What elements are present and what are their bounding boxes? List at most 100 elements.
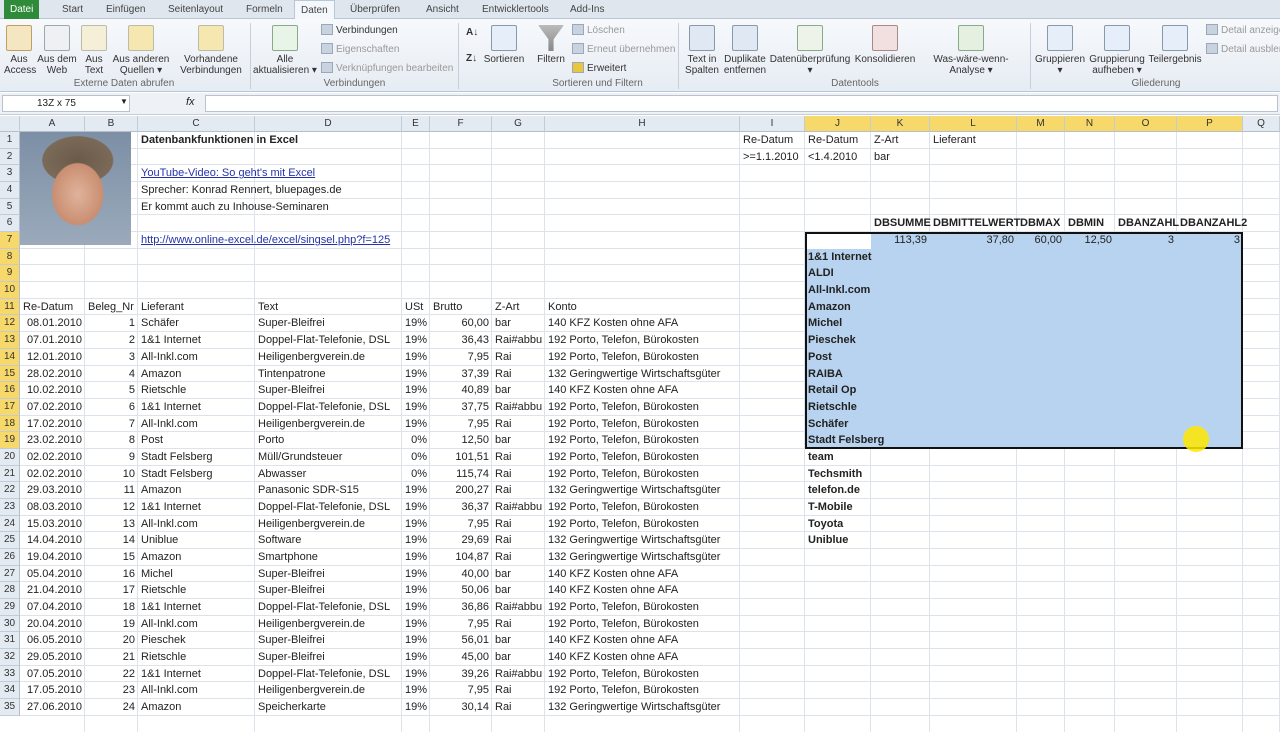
cell-C14[interactable]: All-Inkl.com — [141, 350, 198, 363]
cell-C16[interactable]: Rietschle — [141, 384, 187, 397]
row-header-4[interactable]: 4 — [0, 182, 20, 199]
cell-J17[interactable]: Rietschle — [808, 400, 857, 413]
cell-E26[interactable]: 19% — [405, 551, 428, 563]
column-header-A[interactable]: A — [20, 116, 85, 132]
cell-B28[interactable]: 17 — [122, 584, 135, 597]
cell-G33[interactable]: Rai#abbu — [495, 667, 543, 680]
cell-E27[interactable]: 19% — [405, 567, 428, 580]
cell-G20[interactable]: Rai — [495, 450, 512, 463]
cell-A20[interactable]: 02.02.2010 — [26, 450, 82, 463]
cell-H21[interactable]: 192 Porto, Telefon, Bürokosten — [548, 467, 699, 480]
cell-E29[interactable]: 19% — [405, 601, 428, 614]
cell-A13[interactable]: 07.01.2010 — [26, 334, 82, 347]
cell-J18[interactable]: Schäfer — [808, 417, 849, 430]
column-header-C[interactable]: C — [138, 116, 255, 132]
column-header-I[interactable]: I — [740, 116, 805, 132]
cell-E31[interactable]: 19% — [405, 634, 428, 647]
cell-G11[interactable]: Z-Art — [495, 300, 520, 313]
cell-A31[interactable]: 06.05.2010 — [26, 634, 82, 647]
cell-J2[interactable]: <1.4.2010 — [808, 150, 858, 163]
row-header-34[interactable]: 34 — [0, 682, 20, 700]
cell-C5[interactable]: Er kommt auch zu Inhouse-Seminaren — [141, 200, 329, 213]
cell-D16[interactable]: Super-Bleifrei — [258, 384, 325, 397]
cell-D24[interactable]: Heiligenbergverein.de — [258, 517, 366, 530]
cell-F12[interactable]: 60,00 — [461, 317, 489, 330]
gruppierung-aufheben-button[interactable]: Gruppierung aufheben ▾ — [1086, 25, 1148, 76]
row-header-18[interactable]: 18 — [0, 415, 20, 433]
cell-J13[interactable]: Pieschek — [808, 334, 856, 347]
cell-C20[interactable]: Stadt Felsberg — [141, 450, 213, 463]
cell-C17[interactable]: 1&1 Internet — [141, 400, 201, 413]
cell-G14[interactable]: Rai — [495, 350, 512, 363]
was-waere-wenn-button[interactable]: Was-wäre-wenn-Analyse ▾ — [916, 25, 1026, 76]
cell-A34[interactable]: 17.05.2010 — [26, 684, 82, 697]
cell-D32[interactable]: Super-Bleifrei — [258, 651, 325, 664]
row-header-19[interactable]: 19 — [0, 432, 20, 449]
cell-G21[interactable]: Rai — [495, 467, 512, 480]
cell-H32[interactable]: 140 KFZ Kosten ohne AFA — [548, 651, 679, 664]
cell-C7[interactable]: http://www.online-excel.de/excel/singsel… — [141, 234, 391, 247]
formula-input[interactable] — [205, 95, 1278, 112]
cell-A18[interactable]: 17.02.2010 — [26, 417, 82, 430]
cell-H13[interactable]: 192 Porto, Telefon, Bürokosten — [548, 334, 699, 347]
cell-B12[interactable]: 1 — [128, 317, 135, 330]
detail-ausblenden-button[interactable]: Detail ausblenden — [1206, 43, 1280, 55]
cell-G34[interactable]: Rai — [495, 684, 512, 697]
cell-J1[interactable]: Re-Datum — [808, 134, 859, 146]
cell-G28[interactable]: bar — [495, 584, 511, 597]
fx-icon[interactable]: fx — [186, 96, 195, 108]
cell-D27[interactable]: Super-Bleifrei — [258, 567, 325, 580]
cell-L1[interactable]: Lieferant — [933, 134, 976, 146]
cell-E16[interactable]: 19% — [405, 384, 428, 397]
cell-B25[interactable]: 14 — [122, 534, 135, 547]
cell-B35[interactable]: 24 — [122, 701, 135, 714]
cell-G18[interactable]: Rai — [495, 417, 512, 430]
cell-B20[interactable]: 9 — [128, 450, 135, 463]
cell-D29[interactable]: Doppel-Flat-Telefonie, DSL — [258, 601, 391, 614]
cell-C19[interactable]: Post — [141, 434, 164, 447]
cell-H33[interactable]: 192 Porto, Telefon, Bürokosten — [548, 667, 699, 680]
cell-E18[interactable]: 19% — [405, 417, 428, 430]
row-header-20[interactable]: 20 — [0, 448, 20, 466]
cell-E13[interactable]: 19% — [405, 334, 428, 347]
cell-A14[interactable]: 12.01.2010 — [26, 350, 82, 363]
cell-H29[interactable]: 192 Porto, Telefon, Bürokosten — [548, 601, 699, 614]
row-header-3[interactable]: 3 — [0, 165, 20, 183]
cell-A30[interactable]: 20.04.2010 — [26, 617, 82, 630]
cell-P6[interactable]: DBANZAHL2 — [1180, 217, 1248, 230]
sort-asc-icon[interactable]: A↓ — [466, 27, 479, 38]
cell-C24[interactable]: All-Inkl.com — [141, 517, 198, 530]
vorhandene-verbindungen-button[interactable]: Vorhandene Verbindungen — [176, 25, 246, 76]
cell-O7[interactable]: 3 — [1167, 234, 1174, 247]
cell-G29[interactable]: Rai#abbu — [495, 601, 543, 614]
cell-L6[interactable]: DBMITTELWERT — [933, 217, 1021, 230]
cell-C28[interactable]: Rietschle — [141, 584, 187, 597]
detail-anzeigen-button[interactable]: Detail anzeigen — [1206, 24, 1280, 36]
cell-J9[interactable]: ALDI — [808, 267, 834, 280]
cell-D33[interactable]: Doppel-Flat-Telefonie, DSL — [258, 667, 391, 680]
cell-A15[interactable]: 28.02.2010 — [26, 367, 82, 380]
cell-C33[interactable]: 1&1 Internet — [141, 667, 201, 680]
cell-C3[interactable]: YouTube-Video: So geht's mit Excel — [141, 167, 316, 180]
spreadsheet-grid[interactable]: A B C D E F G H I J K L M N O P Q 1 Datenbankfunktionen in… — [0, 116, 1280, 732]
cell-F27[interactable]: 40,00 — [461, 567, 489, 580]
cell-D25[interactable]: Software — [258, 534, 302, 547]
teilergebnis-button[interactable]: Teilergebnis — [1148, 25, 1202, 65]
cell-H18[interactable]: 192 Porto, Telefon, Bürokosten — [548, 417, 699, 430]
cell-E20[interactable]: 0% — [411, 450, 427, 463]
cell-J12[interactable]: Michel — [808, 317, 843, 330]
chevron-down-icon[interactable]: ▼ — [120, 97, 128, 106]
cell-G25[interactable]: Rai — [495, 534, 512, 547]
cell-B31[interactable]: 20 — [122, 634, 135, 647]
aus-text-button[interactable]: Aus Text — [80, 25, 108, 76]
column-header-B[interactable]: B — [85, 116, 138, 132]
cell-C13[interactable]: 1&1 Internet — [141, 334, 201, 347]
row-header-24[interactable]: 24 — [0, 515, 20, 533]
row-header-6[interactable]: 6 — [0, 215, 20, 233]
cell-A26[interactable]: 19.04.2010 — [26, 551, 82, 563]
cell-A35[interactable]: 27.06.2010 — [26, 701, 82, 714]
verbindungen-button[interactable]: Verbindungen — [321, 24, 398, 36]
cell-H24[interactable]: 192 Porto, Telefon, Bürokosten — [548, 517, 699, 530]
cell-K1[interactable]: Z-Art — [874, 134, 899, 146]
cell-B16[interactable]: 5 — [128, 384, 135, 397]
